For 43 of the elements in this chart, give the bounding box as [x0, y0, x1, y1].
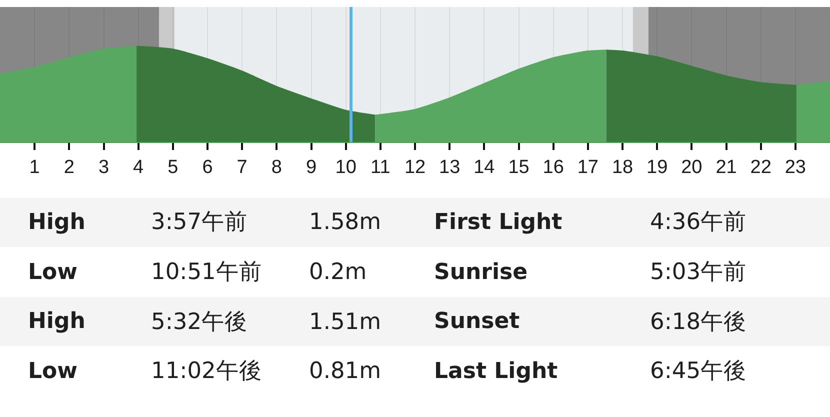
x-tick-label: 2 — [64, 156, 74, 178]
text: 3:57午前 — [151, 209, 248, 235]
x-tick-label: 21 — [716, 156, 737, 178]
x-tick-label: 1 — [29, 156, 40, 178]
text: 6:45午後 — [650, 358, 747, 384]
text: 1.51m — [309, 309, 382, 335]
text: 4:36午前 — [650, 209, 747, 235]
x-tick-label: 8 — [271, 156, 282, 178]
x-tick-label: 15 — [508, 156, 530, 178]
text: 10:51午前 — [151, 259, 262, 285]
x-tick-label: 12 — [404, 156, 426, 178]
text: Last Light — [434, 359, 558, 384]
text: High — [28, 309, 86, 334]
x-tick-label: 5 — [168, 156, 178, 178]
text: 6:18午後 — [650, 309, 747, 335]
text: 11:02午後 — [151, 358, 262, 384]
x-tick-label: 4 — [133, 156, 144, 178]
x-tick-label: 22 — [750, 156, 772, 178]
text: 0.2m — [309, 259, 367, 285]
x-tick-label: 6 — [202, 156, 213, 178]
x-tick-label: 3 — [98, 156, 110, 178]
text: 5:32午後 — [151, 309, 248, 335]
x-tick-label: 14 — [474, 156, 496, 178]
x-tick-label: 20 — [681, 156, 702, 178]
text: First Light — [434, 210, 563, 235]
x-tick-label: 7 — [236, 156, 248, 178]
text: Low — [28, 260, 78, 285]
x-tick-label: 9 — [306, 156, 317, 178]
text: Sunrise — [434, 260, 528, 285]
x-tick-label: 10 — [335, 156, 356, 178]
text: Low — [28, 359, 78, 384]
x-tick-label: 23 — [784, 156, 806, 178]
text: 5:03午前 — [650, 259, 747, 285]
x-tick-label: 19 — [646, 156, 668, 178]
text: High — [28, 210, 86, 235]
text: Sunset — [434, 309, 520, 334]
x-tick-label: 16 — [542, 156, 564, 178]
x-tick-label: 17 — [577, 156, 598, 178]
x-tick-label: 11 — [370, 156, 390, 178]
x-tick-label: 13 — [439, 156, 460, 178]
x-tick-label: 18 — [612, 156, 634, 178]
text: 0.81m — [309, 358, 382, 384]
text: 1.58m — [309, 209, 382, 235]
